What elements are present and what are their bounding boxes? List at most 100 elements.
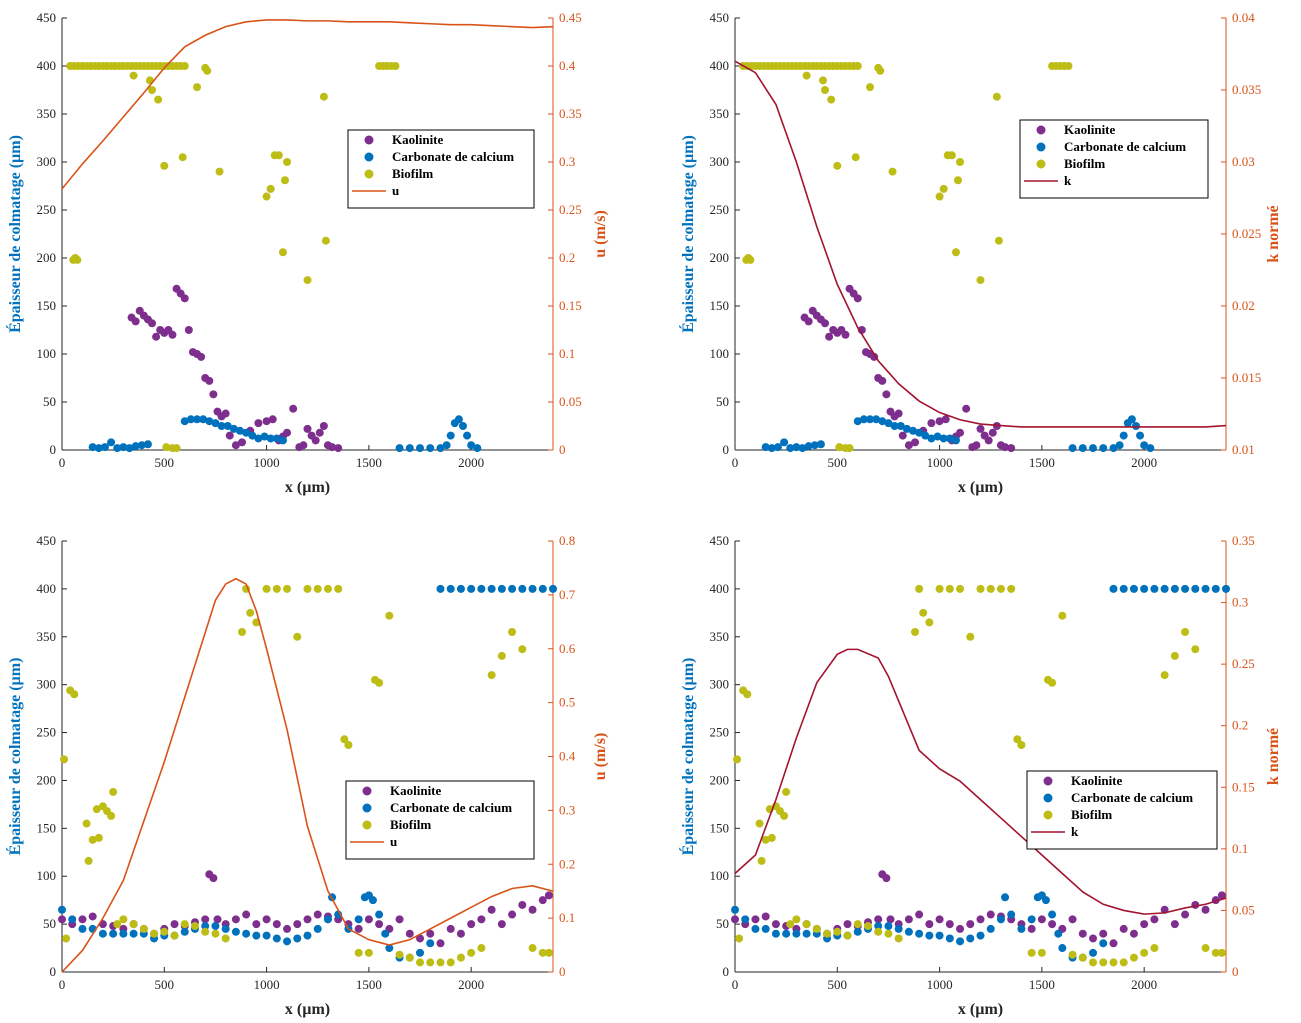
- data-point: [1017, 741, 1026, 750]
- data-point: [119, 443, 128, 452]
- data-point: [528, 584, 537, 593]
- data-point: [518, 645, 527, 654]
- data-point: [162, 443, 171, 452]
- chart-panel-2: 0 500 1000 1500 2000 0 50 100 150 200 250 300 350 400…: [678, 10, 1282, 496]
- data-point: [1119, 431, 1128, 440]
- y-tick-label: 200: [710, 772, 730, 787]
- data-point: [1064, 62, 1073, 70]
- data-point: [299, 441, 308, 450]
- data-point: [252, 931, 261, 940]
- data-point: [927, 419, 936, 428]
- y2-tick-label: 0: [1232, 964, 1239, 979]
- series-biofilm: [739, 62, 1073, 453]
- data-point: [827, 95, 836, 104]
- data-point: [197, 352, 206, 361]
- data-point: [782, 787, 791, 796]
- data-point: [262, 915, 271, 924]
- y-tick-label: 350: [37, 106, 57, 121]
- y2-axis-label: k normé: [1265, 205, 1282, 262]
- y-tick-label: 0: [723, 442, 730, 457]
- data-point: [872, 415, 881, 424]
- data-point: [761, 912, 770, 921]
- data-point: [446, 584, 455, 593]
- x-tick-label: 0: [732, 455, 739, 470]
- data-point: [894, 924, 903, 933]
- data-point: [866, 83, 875, 92]
- data-point: [73, 255, 82, 264]
- data-point: [321, 236, 330, 245]
- y-axis-label: Épaisseur de colmatage (µm): [5, 135, 24, 333]
- data-point: [988, 428, 997, 437]
- data-point: [313, 584, 322, 593]
- data-point: [454, 415, 463, 424]
- y-tick-label: 100: [37, 868, 57, 883]
- data-point: [262, 192, 271, 201]
- data-point: [1217, 891, 1226, 900]
- data-point: [833, 927, 842, 936]
- x-tick-label: 2000: [458, 455, 484, 470]
- y2-tick-label: 0.7: [559, 587, 576, 602]
- data-point: [160, 161, 169, 170]
- data-point: [508, 584, 517, 593]
- data-point: [180, 294, 189, 303]
- data-point: [456, 953, 465, 962]
- data-point: [364, 915, 373, 924]
- data-point: [976, 915, 985, 924]
- data-point: [915, 929, 924, 938]
- data-point: [395, 915, 404, 924]
- legend-label: Biofilm: [1071, 807, 1112, 822]
- data-point: [323, 915, 332, 924]
- data-point: [364, 948, 373, 957]
- data-point: [1048, 920, 1057, 929]
- data-point: [902, 424, 911, 433]
- data-point: [323, 584, 332, 593]
- data-point: [436, 584, 445, 593]
- data-point: [925, 931, 934, 940]
- data-point: [884, 922, 893, 931]
- data-point: [303, 424, 312, 433]
- data-point: [1099, 444, 1108, 453]
- data-point: [152, 332, 161, 341]
- data-point: [761, 924, 770, 933]
- data-point: [746, 255, 755, 264]
- data-point: [904, 441, 913, 450]
- data-point: [221, 924, 230, 933]
- data-point: [458, 422, 467, 430]
- data-point: [823, 929, 832, 938]
- series-line-u: [61, 19, 554, 190]
- data-point: [252, 920, 261, 929]
- data-point: [956, 158, 965, 166]
- legend-label: Carbonate de calcium: [392, 149, 514, 164]
- data-point: [172, 444, 181, 453]
- data-point: [825, 332, 834, 341]
- data-point: [911, 438, 920, 447]
- x-tick-label: 500: [155, 977, 175, 992]
- data-point: [1129, 953, 1138, 962]
- x-tick-label: 500: [828, 977, 848, 992]
- data-point: [939, 184, 948, 193]
- data-point: [996, 915, 1005, 924]
- data-point: [1089, 444, 1098, 453]
- data-point: [1129, 584, 1138, 593]
- y-tick-label: 300: [710, 154, 730, 169]
- data-point: [1027, 924, 1036, 933]
- data-point: [221, 409, 230, 418]
- data-point: [223, 422, 232, 430]
- data-point: [311, 436, 320, 445]
- data-point: [786, 920, 795, 929]
- data-point: [821, 86, 830, 94]
- data-point: [945, 584, 954, 593]
- data-point: [741, 915, 750, 924]
- data-point: [908, 426, 917, 435]
- data-point: [1170, 584, 1179, 593]
- series-carbonate-de-calcium: [88, 415, 482, 453]
- data-point: [1140, 920, 1149, 929]
- data-point: [426, 958, 435, 967]
- data-point: [180, 417, 189, 426]
- data-point: [436, 444, 445, 453]
- data-point: [487, 671, 496, 680]
- y-tick-label: 50: [716, 916, 729, 931]
- data-point: [201, 927, 210, 936]
- data-point: [933, 432, 942, 441]
- data-point: [821, 319, 830, 328]
